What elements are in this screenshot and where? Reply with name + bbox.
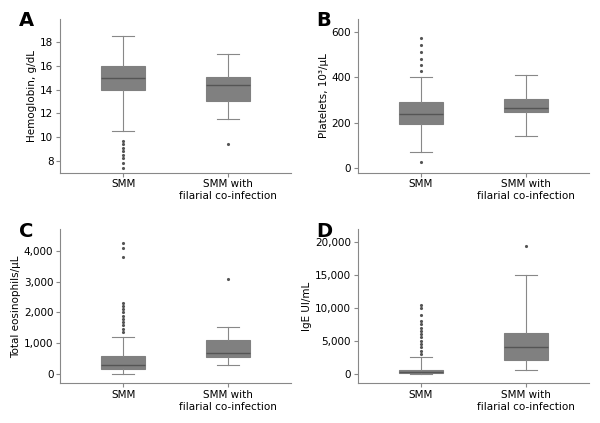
- PathPatch shape: [101, 66, 145, 90]
- Y-axis label: IgE UI/mL: IgE UI/mL: [302, 282, 312, 331]
- Text: D: D: [317, 222, 332, 241]
- PathPatch shape: [399, 370, 443, 373]
- Y-axis label: Platelets, 10³/µL: Platelets, 10³/µL: [319, 53, 329, 138]
- PathPatch shape: [399, 102, 443, 124]
- Y-axis label: Total eosinophils/µL: Total eosinophils/µL: [11, 255, 21, 357]
- Text: A: A: [19, 11, 34, 30]
- PathPatch shape: [206, 340, 250, 357]
- PathPatch shape: [101, 356, 145, 369]
- Text: C: C: [19, 222, 33, 241]
- PathPatch shape: [206, 77, 250, 102]
- PathPatch shape: [504, 99, 548, 112]
- Y-axis label: Hemoglobin, g/dL: Hemoglobin, g/dL: [28, 49, 37, 142]
- Text: B: B: [317, 11, 331, 30]
- PathPatch shape: [504, 333, 548, 360]
